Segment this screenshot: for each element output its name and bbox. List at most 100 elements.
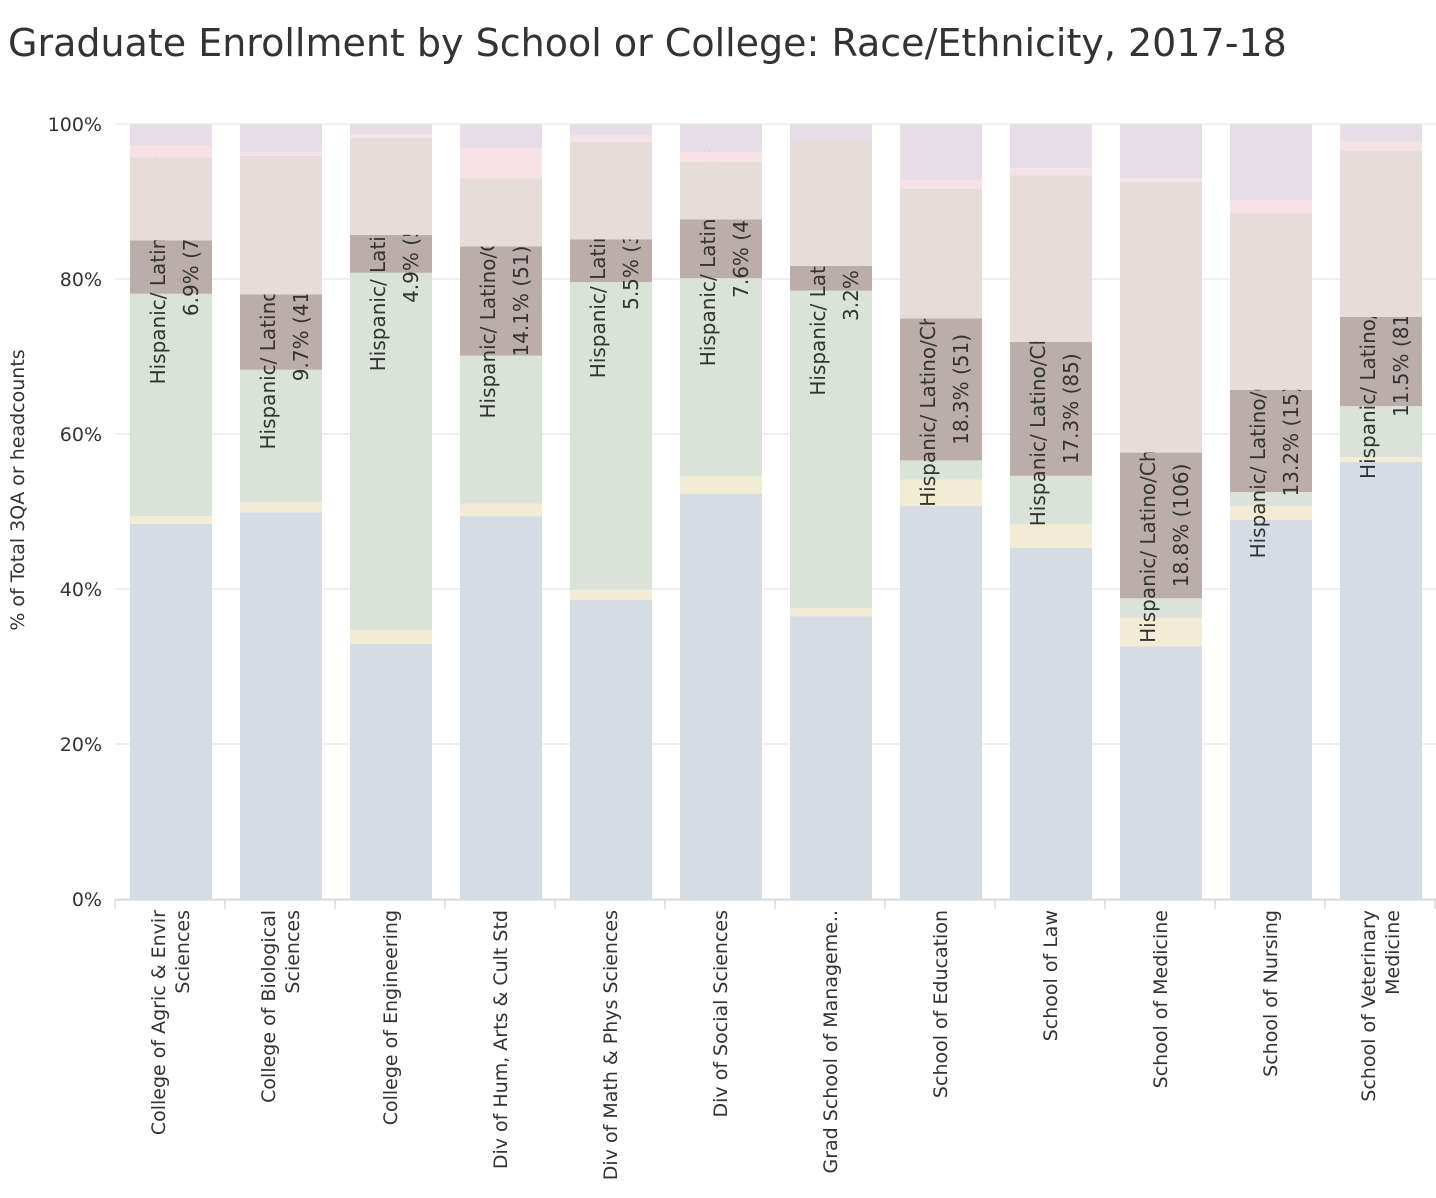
bar-segment	[1340, 150, 1422, 317]
chart-title: Graduate Enrollment by School or College…	[8, 21, 1287, 65]
bar-segment	[240, 502, 322, 513]
bar-segment	[900, 479, 982, 507]
bar-segment	[570, 599, 652, 899]
bar-segment	[1010, 175, 1092, 342]
bar-segment	[900, 188, 982, 319]
bar-segment	[790, 140, 872, 266]
x-tick-label: School of Law	[1040, 910, 1062, 1041]
x-tick-label: School of Nursing	[1260, 910, 1282, 1077]
bar-segment	[350, 644, 432, 899]
bar-segment	[900, 460, 982, 480]
bar-segment	[790, 265, 872, 291]
bar-segment	[460, 503, 542, 517]
bar-segment	[680, 219, 762, 279]
y-tick-label: 20%	[60, 734, 102, 756]
bar-segment	[130, 523, 212, 899]
bar-segment	[130, 124, 212, 146]
bar-segment	[1340, 141, 1422, 151]
bar-segment	[460, 516, 542, 899]
bar-segment	[680, 124, 762, 152]
segment-label-value: 17.3% (85)	[1059, 353, 1083, 464]
x-tick-label: Div of Math & Phys Sciences	[600, 910, 622, 1180]
bar-segment	[350, 124, 432, 135]
bar-segment	[240, 369, 322, 503]
bar-segment	[900, 124, 982, 180]
bar-segment	[130, 240, 212, 294]
bar-segment	[1120, 124, 1202, 179]
x-tick-label: Div of Social Sciences	[710, 910, 732, 1117]
bar-segment	[1340, 124, 1422, 142]
segment-label-value: 13.2% (15)	[1279, 385, 1303, 496]
bar-segment	[900, 318, 982, 461]
bar-segment	[1120, 617, 1202, 647]
bar-segment	[1120, 182, 1202, 453]
bar-segment	[1120, 598, 1202, 618]
bar-segment	[570, 141, 652, 240]
y-tick-label: 60%	[60, 424, 102, 446]
x-tick-label: Div of Hum, Arts & Cult Std	[490, 910, 512, 1169]
x-tick-label: College of Agric & Envir Sciences	[148, 910, 194, 1135]
segment-label-value: 9.7% (41)	[289, 283, 313, 381]
segment-label-value: 11.5% (81)	[1389, 306, 1413, 417]
bar-segment	[1230, 124, 1312, 200]
bar-segment	[1010, 547, 1092, 899]
x-tick-label: School of Medicine	[1150, 910, 1172, 1088]
segment-label-value: 18.3% (51)	[949, 334, 973, 445]
x-tick-label: College of Biological Sciences	[258, 910, 304, 1103]
bar-segment	[570, 124, 652, 136]
bar-segment	[680, 278, 762, 476]
bar-segment	[570, 282, 652, 590]
bar-segment	[240, 512, 322, 899]
bar-segment	[240, 124, 322, 152]
bar-segment	[680, 493, 762, 899]
segment-label-value: 14.1% (51)	[509, 246, 533, 357]
bar-segment	[570, 589, 652, 600]
bar-segment	[1010, 168, 1092, 176]
bar-segment	[570, 239, 652, 283]
bar-segment	[350, 234, 432, 273]
bar-segment	[350, 630, 432, 645]
bar-segment	[790, 124, 872, 141]
bar-segment	[240, 155, 322, 295]
bar-segment	[460, 246, 542, 356]
bar-segment	[1340, 461, 1422, 899]
bar-segment	[460, 355, 542, 504]
bar-segment	[570, 135, 652, 142]
bar-segment	[350, 137, 432, 235]
bar-segment	[460, 124, 542, 149]
bar-segment	[1340, 406, 1422, 458]
bar-segment	[130, 516, 212, 524]
bar-segment	[1010, 523, 1092, 548]
bar-segment	[1340, 457, 1422, 462]
bar-segment	[1010, 124, 1092, 169]
bar-segment	[790, 290, 872, 609]
bar-segment	[460, 178, 542, 247]
bar-segment	[680, 151, 762, 162]
bar-segment	[1230, 389, 1312, 493]
bar-segment	[790, 616, 872, 899]
x-tick-label: School of Education	[930, 910, 952, 1098]
bar-segment	[130, 157, 212, 241]
bar-segment	[900, 179, 982, 189]
y-tick-label: 80%	[60, 269, 102, 291]
bar-segment	[350, 272, 432, 631]
bar-segment	[1230, 199, 1312, 214]
x-tick-label: Grad School of Manageme..	[820, 910, 842, 1174]
bar-segment	[1010, 475, 1092, 524]
y-axis-title: % of Total 3QA or headcounts	[7, 349, 29, 630]
bar-segment	[350, 134, 432, 138]
bar-segment	[680, 475, 762, 494]
segment-label-value: 18.8% (106)	[1169, 464, 1193, 588]
y-tick-label: 100%	[48, 114, 102, 136]
y-tick-label: 0%	[72, 889, 102, 911]
x-tick-label: College of Engineering	[380, 910, 402, 1125]
bar-segment	[900, 506, 982, 899]
bar-segment	[460, 148, 542, 179]
bar-segment	[1010, 341, 1092, 476]
bar-segment	[1120, 178, 1202, 183]
bar-segment	[1230, 213, 1312, 390]
bar-segment	[1230, 506, 1312, 521]
bar-segment	[1230, 492, 1312, 507]
bar-segment	[680, 161, 762, 220]
bar-segment	[130, 293, 212, 517]
